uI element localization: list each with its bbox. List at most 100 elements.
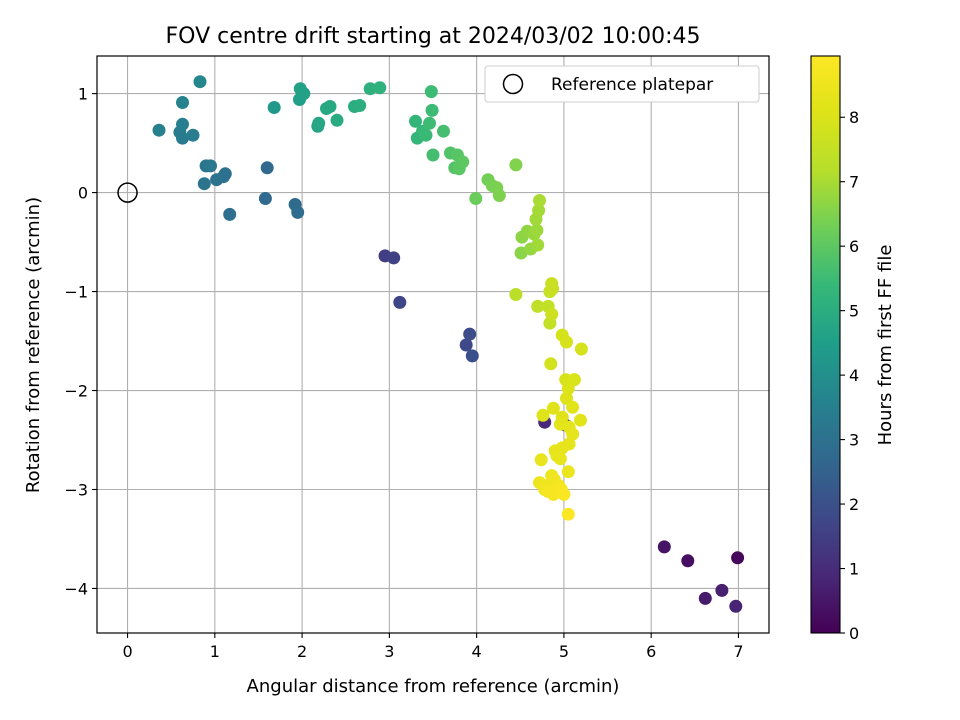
y-tick-label: −3: [64, 480, 88, 499]
data-point: [469, 192, 483, 205]
data-point: [456, 155, 470, 169]
data-point: [534, 453, 548, 467]
x-tick-label: 7: [733, 642, 743, 661]
data-point: [681, 554, 695, 568]
chart-title: FOV centre drift starting at 2024/03/02 …: [166, 24, 701, 49]
y-tick-label: 0: [78, 184, 88, 203]
data-point: [545, 307, 559, 321]
y-tick-label: 1: [78, 85, 88, 104]
x-tick-label: 6: [646, 642, 656, 661]
colorbar-tick-label: 6: [849, 237, 859, 256]
data-point: [463, 327, 477, 341]
data-point: [561, 507, 575, 521]
data-point: [204, 159, 217, 173]
data-point: [574, 342, 588, 356]
data-point: [363, 82, 377, 96]
legend-label: Reference platepar: [551, 75, 713, 95]
data-point: [267, 101, 281, 114]
data-point: [731, 551, 745, 565]
data-point: [459, 338, 473, 352]
x-axis-label: Angular distance from reference (arcmin): [247, 676, 620, 697]
data-point: [560, 335, 573, 349]
reference-platepar-marker: [117, 182, 138, 203]
data-point: [426, 148, 440, 162]
data-point: [509, 288, 523, 301]
data-point: [330, 113, 344, 127]
data-point: [353, 99, 367, 112]
data-point: [546, 282, 560, 296]
data-point: [531, 299, 545, 313]
x-tick-label: 2: [297, 642, 307, 661]
data-point: [657, 540, 671, 554]
colorbar-label: Hours from first FF file: [875, 245, 896, 446]
data-point: [223, 207, 237, 221]
x-tick-label: 1: [210, 642, 220, 661]
data-point: [574, 413, 587, 427]
x-tick-label: 4: [472, 642, 482, 661]
data-point: [152, 123, 166, 137]
data-point: [176, 96, 189, 109]
data-point: [419, 128, 433, 142]
plot-frame: [96, 55, 770, 634]
y-tick-label: −1: [64, 283, 88, 302]
colorbar-tick-label: 3: [849, 431, 859, 450]
x-tick-label: 5: [559, 642, 569, 661]
data-point: [424, 85, 438, 99]
data-point: [509, 158, 523, 172]
data-point: [393, 295, 407, 309]
data-point: [530, 223, 544, 237]
data-point: [409, 114, 422, 128]
data-point: [423, 116, 436, 130]
data-point: [557, 487, 571, 501]
data-point: [258, 192, 272, 205]
data-point: [715, 583, 729, 597]
colorbar-tick-label: 0: [849, 624, 859, 643]
data-point: [536, 408, 550, 422]
data-point: [437, 124, 450, 138]
data-point: [546, 401, 560, 415]
colorbar-tick-label: 2: [849, 495, 859, 514]
data-points: [152, 75, 745, 613]
data-point: [533, 194, 546, 207]
colorbar-tick-label: 8: [849, 108, 859, 127]
y-axis-label: Rotation from reference (arcmin): [23, 197, 44, 493]
y-tick-label: −2: [64, 382, 88, 401]
data-point: [698, 591, 712, 605]
x-tick-label: 0: [122, 642, 132, 661]
x-tick-label: 3: [384, 642, 394, 661]
legend: Reference platepar: [484, 65, 760, 103]
colorbar-tick-label: 4: [849, 366, 859, 385]
colorbar-tick-label: 1: [849, 560, 859, 579]
data-point: [465, 349, 479, 363]
data-point: [291, 205, 305, 219]
x-axis-ticks: 0 1 2 3 4 5 6 7: [122, 633, 744, 661]
colorbar: [810, 55, 841, 634]
data-point: [553, 452, 567, 466]
data-point: [561, 465, 575, 479]
data-point: [492, 189, 506, 202]
data-point: [193, 75, 207, 89]
data-point: [297, 87, 311, 101]
data-point: [197, 177, 211, 191]
data-point: [729, 599, 743, 613]
legend-box: [484, 65, 760, 103]
colorbar-tick-label: 5: [849, 302, 859, 321]
data-point: [531, 238, 545, 252]
data-point: [425, 103, 439, 117]
colorbar-tick-label: 7: [849, 173, 859, 192]
data-point: [561, 382, 575, 395]
data-point: [387, 251, 401, 265]
colorbar-ticks: 0 1 2 3 4 5 6 7 8: [840, 108, 859, 643]
data-point: [566, 427, 580, 441]
data-point: [176, 117, 189, 131]
data-point: [323, 100, 337, 113]
data-point: [566, 400, 580, 414]
y-tick-label: −4: [64, 579, 88, 598]
legend-reference-marker: [502, 73, 524, 95]
data-point: [210, 173, 224, 187]
data-point: [373, 81, 387, 95]
y-axis-ticks: 1 0 −1 −2 −3 −4: [64, 85, 97, 598]
data-point: [312, 116, 326, 130]
data-point: [186, 128, 200, 142]
